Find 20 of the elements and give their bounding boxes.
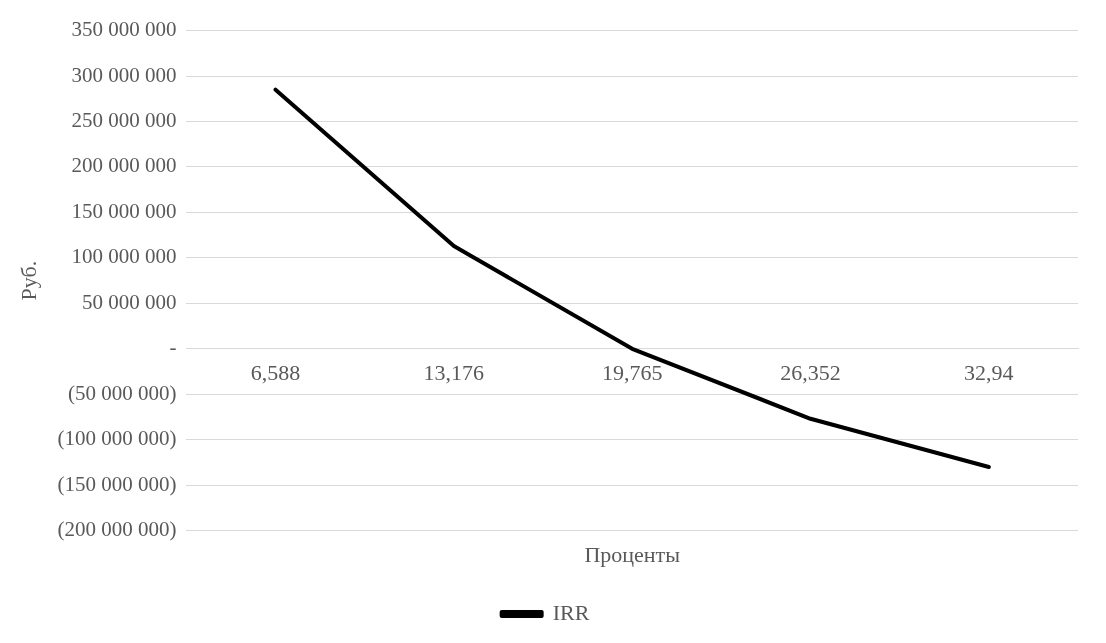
y-tick-label: (200 000 000)	[57, 517, 177, 542]
x-tick-label: 32,94	[964, 359, 1014, 385]
y-tick-label: 250 000 000	[71, 108, 177, 133]
x-tick-label: 6,588	[250, 359, 301, 385]
y-tick-label: (100 000 000)	[57, 426, 177, 451]
y-tick-label: 50 000 000	[81, 289, 177, 314]
y-tick-label: (150 000 000)	[57, 471, 177, 496]
y-tick-label: 150 000 000	[71, 198, 177, 223]
x-axis-title: Проценты	[584, 541, 681, 567]
y-axis-title: Руб.	[15, 260, 41, 301]
legend-label: IRR	[552, 599, 590, 625]
x-tick-label: 26,352	[780, 359, 841, 385]
y-tick-label: (50 000 000)	[67, 380, 177, 405]
y-tick-label: 350 000 000	[71, 17, 177, 42]
y-tick-label: 200 000 000	[71, 153, 177, 178]
x-tick-label: 13,176	[423, 359, 485, 385]
y-tick-label: 100 000 000	[71, 244, 177, 269]
x-tick-label: 19,765	[601, 359, 663, 385]
y-tick-label: -	[169, 335, 177, 360]
y-tick-label: 300 000 000	[71, 62, 177, 87]
